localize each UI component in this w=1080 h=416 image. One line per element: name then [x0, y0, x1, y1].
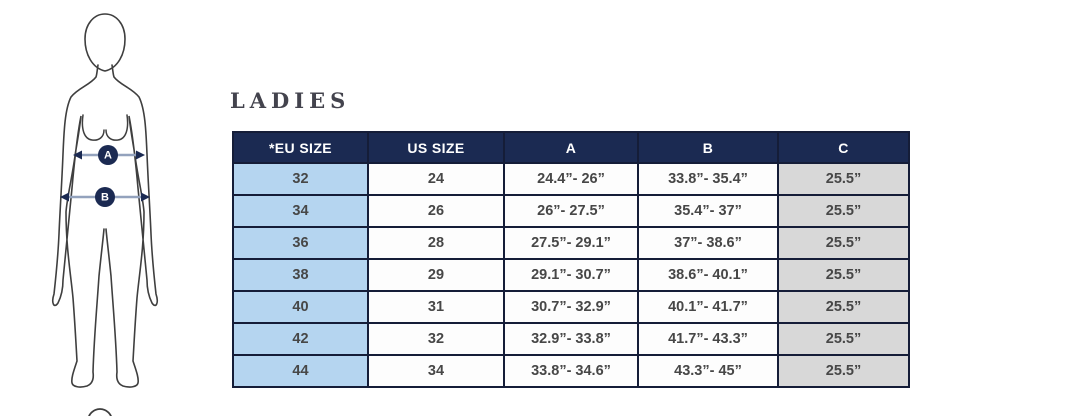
body-outline-left [51, 64, 105, 388]
arrow-a-right-head-icon [136, 150, 145, 160]
table-cell: 27.5”- 29.1” [503, 226, 639, 260]
column-header: *EU SIZE [232, 131, 369, 164]
table-cell: 32 [367, 322, 505, 356]
column-header: A [503, 131, 639, 164]
table-cell: 24.4”- 26” [503, 162, 639, 196]
body-head-outline [84, 13, 126, 72]
column-header: B [637, 131, 779, 164]
table-cell: 40.1”- 41.7” [637, 290, 779, 324]
table-cell: 42 [232, 322, 369, 356]
table-body: 32 24 24.4”- 26” 33.8”- 35.4” 25.5” 34 26 26”- … [232, 162, 910, 388]
table-cell: 44 [232, 354, 369, 388]
table-cell: 40 [232, 290, 369, 324]
table-row: 42 32 32.9”- 33.8” 41.7”- 43.3” 25.5” [232, 322, 910, 356]
table-row: 44 34 33.8”- 34.6” 43.3”- 45” 25.5” [232, 354, 910, 388]
table-cell: 28 [367, 226, 505, 260]
table-cell: 33.8”- 34.6” [503, 354, 639, 388]
table-cell: 37”- 38.6” [637, 226, 779, 260]
table-cell: 32.9”- 33.8” [503, 322, 639, 356]
marker-a-circle [98, 145, 118, 165]
column-header: C [777, 131, 910, 164]
table-cell: 36 [232, 226, 369, 260]
table-cell: 38 [232, 258, 369, 292]
table-cell: 25.5” [777, 290, 910, 324]
table-cell: 24 [367, 162, 505, 196]
table-cell: 25.5” [777, 162, 910, 196]
page-title: LADIES [230, 88, 351, 113]
table-cell: 29 [367, 258, 505, 292]
table-header-row: *EU SIZE US SIZE A B C [232, 131, 910, 164]
arrow-b-left-head-icon [60, 192, 69, 202]
table-cell: 29.1”- 30.7” [503, 258, 639, 292]
body-measurement-figure: A B [51, 13, 159, 416]
table-cell: 38.6”- 40.1” [637, 258, 779, 292]
marker-b-label: B [101, 192, 109, 204]
table-cell: 35.4”- 37” [637, 194, 779, 228]
table-row: 38 29 29.1”- 30.7” 38.6”- 40.1” 25.5” [232, 258, 910, 292]
table-cell: 25.5” [777, 226, 910, 260]
table-row: 34 26 26”- 27.5” 35.4”- 37” 25.5” [232, 194, 910, 228]
bust-curves [81, 114, 129, 141]
table-cell: 25.5” [777, 194, 910, 228]
table-cell: 31 [367, 290, 505, 324]
table-cell: 26”- 27.5” [503, 194, 639, 228]
body-outline-right [105, 64, 159, 388]
arrow-b-right-head-icon [141, 192, 150, 202]
table-cell: 33.8”- 35.4” [637, 162, 779, 196]
waist-measurement-arrow-a: A [73, 145, 145, 165]
marker-b-circle [95, 187, 115, 207]
table-row: 32 24 24.4”- 26” 33.8”- 35.4” 25.5” [232, 162, 910, 196]
hip-measurement-arrow-b: B [60, 187, 150, 207]
table-cell: 32 [232, 162, 369, 196]
table-row: 36 28 27.5”- 29.1” 37”- 38.6” 25.5” [232, 226, 910, 260]
table-cell: 34 [232, 194, 369, 228]
table-cell: 34 [367, 354, 505, 388]
table-cell: 43.3”- 45” [637, 354, 779, 388]
table-cell: 30.7”- 32.9” [503, 290, 639, 324]
table-cell: 26 [367, 194, 505, 228]
arrow-a-left-head-icon [73, 150, 82, 160]
bottom-partial-circle [88, 408, 112, 416]
table-cell: 41.7”- 43.3” [637, 322, 779, 356]
table-cell: 25.5” [777, 258, 910, 292]
table-cell: 25.5” [777, 322, 910, 356]
table-row: 40 31 30.7”- 32.9” 40.1”- 41.7” 25.5” [232, 290, 910, 324]
column-header: US SIZE [367, 131, 505, 164]
table-cell: 25.5” [777, 354, 910, 388]
marker-a-label: A [104, 150, 112, 162]
size-table: *EU SIZE US SIZE A B C 32 24 24.4”- 26” 33.8”- … [232, 131, 910, 388]
